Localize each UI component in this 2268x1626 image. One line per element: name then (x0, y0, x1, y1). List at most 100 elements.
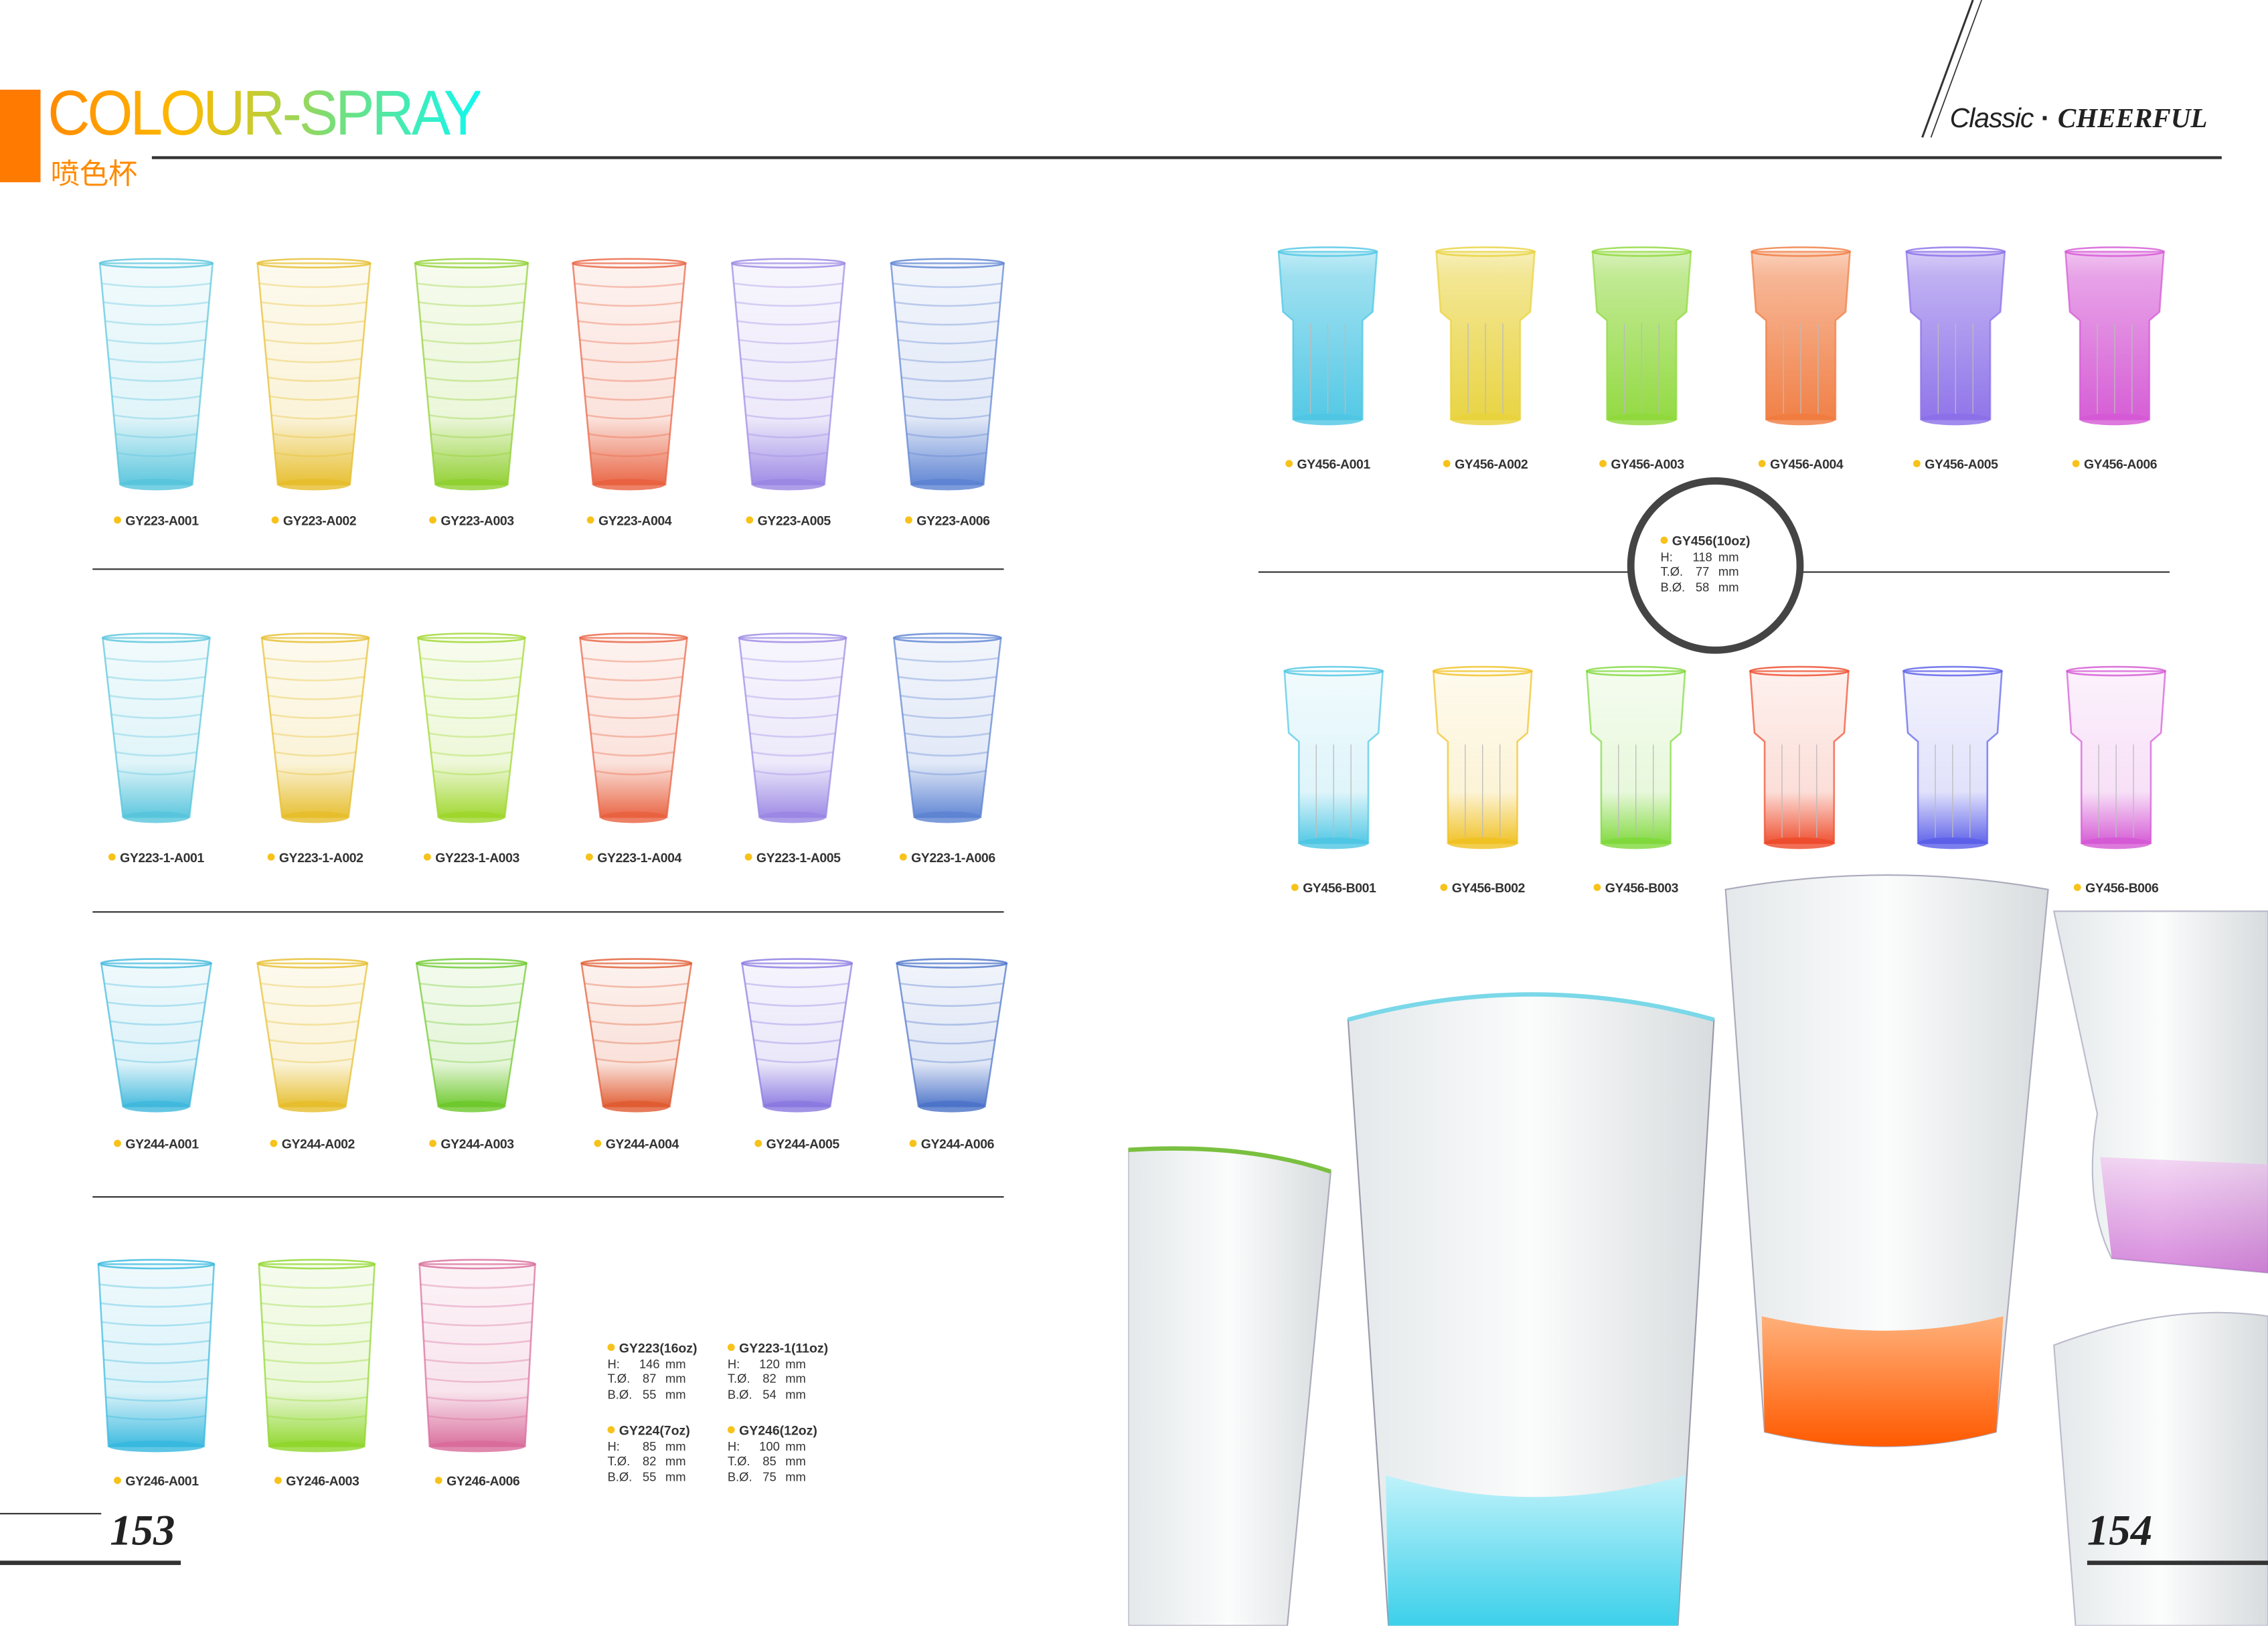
product-code: GY456-B006 (2073, 881, 2159, 895)
glass-icon (2066, 665, 2166, 849)
product-code: GY223-A005 (746, 513, 831, 528)
bullet-icon (744, 853, 752, 861)
spec-title: GY223-1(11oz) (739, 1340, 829, 1356)
spec-title: GY224(7oz) (619, 1423, 690, 1438)
spec-circle (1627, 477, 1804, 654)
bullet-icon (271, 516, 279, 524)
bullet-icon (1599, 460, 1607, 467)
product-code-text: GY223-A004 (598, 513, 672, 528)
page-number-right: 154 (2087, 1507, 2153, 1555)
bullet-icon (267, 853, 275, 861)
glass-product (254, 1258, 379, 1461)
glass-product (728, 258, 849, 499)
product-code: GY244-A005 (754, 1137, 839, 1151)
product-code: GY223-A001 (114, 513, 199, 528)
product-code: GY456-A004 (1758, 457, 1844, 472)
glass-product (97, 957, 216, 1121)
bullet-icon (607, 1344, 615, 1352)
bullet-icon (585, 853, 593, 861)
glass-icon (414, 258, 530, 491)
glass-icon (416, 633, 526, 823)
product-code-text: GY244-A003 (440, 1137, 514, 1151)
glass-product (414, 632, 530, 831)
product-code-text: GY223-A005 (757, 513, 831, 528)
glass-product (1275, 246, 1382, 434)
glass-product (892, 957, 1011, 1121)
spec-block: GY223(16oz) H: 146 mm T.Ø. 87 mm B.Ø. 55 mm (607, 1340, 698, 1401)
glass-product (1583, 665, 1690, 858)
glass-product (1747, 246, 1854, 434)
glass-product (98, 632, 214, 831)
product-code: GY223-A004 (586, 513, 672, 528)
spec-block: GY246(12oz) H: 100 mm T.Ø. 85 mm B.Ø. 75 mm (727, 1423, 817, 1483)
glass-product (577, 957, 696, 1121)
product-code: GY223-1-A005 (744, 850, 841, 866)
product-code: GY456-B003 (1593, 881, 1678, 895)
bullet-icon (270, 1139, 278, 1147)
glass-icon (892, 633, 1002, 823)
product-code-text: GY223-1-A005 (756, 850, 841, 866)
brand-classic: Classic (1949, 104, 2034, 135)
gy456-spec: GY456(10oz) H: 118 mm T.Ø. 77 mm B.Ø. 58 mm (1660, 534, 1751, 594)
glass-icon (578, 633, 688, 823)
brand-separator: · (2040, 104, 2050, 135)
glass-icon (256, 258, 372, 491)
glass-product (96, 258, 217, 499)
product-code-text: GY223-1-A006 (911, 850, 995, 866)
product-code: GY244-A001 (114, 1137, 199, 1151)
glass-icon (730, 258, 846, 491)
glass-icon (1591, 246, 1692, 426)
glass-product (2062, 665, 2170, 858)
bullet-icon (1285, 460, 1293, 467)
glass-product (890, 632, 1005, 831)
glass-icon (100, 958, 212, 1113)
glass-icon (1902, 665, 2003, 849)
glass-icon (1277, 246, 1378, 426)
glass-product (1429, 665, 1536, 858)
glass-icon (738, 633, 847, 823)
product-code: GY223-1-A006 (899, 850, 995, 866)
bullet-icon (1913, 460, 1921, 467)
product-code: GY246-A003 (274, 1474, 359, 1488)
row-divider (92, 911, 1004, 913)
row-divider (92, 568, 1004, 570)
page-number-rule (2087, 1560, 2268, 1565)
bullet-icon (274, 1477, 282, 1484)
product-code-text: GY456-B002 (1451, 880, 1526, 896)
product-code-text: GY456-A003 (1611, 457, 1684, 472)
product-code: GY456-A002 (1443, 457, 1528, 471)
product-code: GY456-A003 (1599, 457, 1684, 472)
product-code-text: GY456-A004 (1770, 457, 1844, 472)
spec-title: GY246(12oz) (739, 1423, 817, 1438)
bullet-icon (1291, 884, 1299, 891)
bullet-icon (1758, 460, 1766, 467)
bullet-icon (909, 1139, 917, 1147)
bullet-icon (1660, 536, 1668, 544)
product-code-text: GY244-A005 (766, 1137, 840, 1151)
glass-icon (896, 958, 1008, 1113)
spec-title: GY223(16oz) (619, 1340, 698, 1356)
glass-product (738, 957, 856, 1121)
brand-tagline: Classic · CHEERFUL (1950, 104, 2208, 137)
glass-icon (258, 1258, 376, 1453)
bullet-icon (2073, 884, 2081, 891)
row-divider (92, 1196, 1004, 1198)
bullet-icon (429, 1139, 436, 1147)
bullet-icon (754, 1139, 762, 1147)
page-number-rule (0, 1513, 102, 1515)
glass-icon (572, 258, 687, 491)
bullet-icon (1440, 884, 1448, 891)
glass-product (2061, 246, 2168, 434)
bullet-icon (586, 516, 594, 524)
page-subtitle: 喷色杯 (50, 156, 138, 191)
product-code-text: GY244-A006 (920, 1137, 995, 1151)
glass-product (258, 632, 374, 831)
spec-block: GY223-1(11oz) H: 120 mm T.Ø. 82 mm B.Ø. 54 mm (727, 1340, 829, 1401)
product-code-text: GY456-A005 (1925, 457, 1998, 472)
glass-product (1432, 246, 1539, 434)
bullet-icon (727, 1344, 735, 1352)
bullet-icon (594, 1139, 602, 1147)
glass-product (1902, 246, 2009, 434)
product-photo (1128, 874, 2268, 1626)
page-number-left: 153 (110, 1507, 175, 1555)
